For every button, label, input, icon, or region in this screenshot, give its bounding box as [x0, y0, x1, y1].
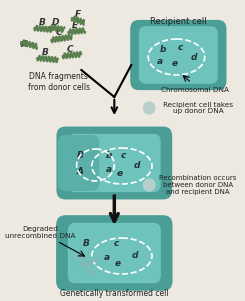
Text: Recipient cell takes
up donor DNA: Recipient cell takes up donor DNA — [163, 101, 233, 114]
Text: a: a — [106, 165, 112, 173]
Text: Recombination occurs
between donor DNA
and recipient DNA: Recombination occurs between donor DNA a… — [159, 175, 237, 195]
Text: D: D — [52, 18, 60, 27]
Text: B: B — [77, 151, 84, 160]
Text: B: B — [42, 48, 49, 57]
Text: DNA fragments
from donor cells: DNA fragments from donor cells — [28, 72, 90, 92]
Text: E: E — [72, 21, 78, 30]
Text: Chromosomal DNA: Chromosomal DNA — [161, 87, 229, 93]
Text: B: B — [38, 18, 45, 27]
Text: e: e — [115, 259, 121, 268]
Circle shape — [144, 179, 155, 191]
Text: 2: 2 — [147, 181, 152, 190]
Circle shape — [144, 102, 155, 114]
FancyBboxPatch shape — [56, 215, 172, 291]
Text: c: c — [113, 238, 119, 247]
FancyBboxPatch shape — [68, 223, 161, 283]
Text: c: c — [121, 150, 126, 160]
Text: a: a — [104, 253, 110, 262]
Text: b: b — [105, 150, 112, 160]
FancyBboxPatch shape — [139, 26, 218, 84]
FancyBboxPatch shape — [58, 135, 99, 191]
Text: A: A — [21, 40, 28, 49]
Text: c: c — [178, 42, 183, 51]
FancyBboxPatch shape — [68, 134, 161, 192]
Text: Degraded
unrecombined DNA: Degraded unrecombined DNA — [5, 226, 75, 240]
Text: Recipient cell: Recipient cell — [150, 17, 207, 26]
Text: d: d — [190, 52, 197, 61]
Text: A: A — [77, 166, 84, 175]
Text: F: F — [75, 10, 81, 19]
Text: d: d — [132, 250, 138, 259]
Text: e: e — [117, 169, 123, 178]
Text: b: b — [160, 45, 167, 54]
Text: d: d — [134, 160, 140, 169]
Text: C: C — [55, 28, 62, 37]
Text: Genetically transformed cell: Genetically transformed cell — [60, 288, 169, 297]
Text: B: B — [83, 238, 89, 247]
Text: a: a — [157, 57, 163, 66]
Text: C: C — [67, 45, 73, 54]
FancyBboxPatch shape — [56, 126, 172, 200]
Text: e: e — [172, 58, 178, 67]
FancyBboxPatch shape — [130, 20, 226, 90]
Text: 1: 1 — [147, 104, 152, 113]
